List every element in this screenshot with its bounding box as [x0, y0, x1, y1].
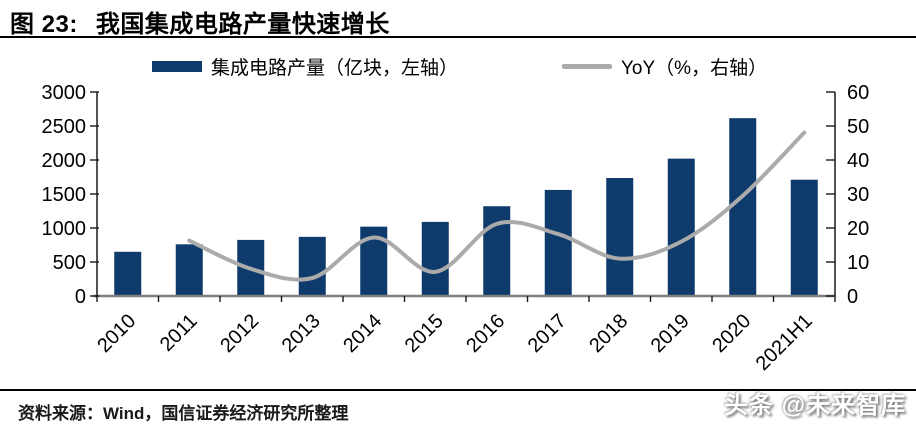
source-note: 资料来源：Wind，国信证券经济研究所整理: [18, 404, 349, 423]
x-axis-label-2019: 2019: [647, 310, 694, 357]
right-axis-label: 50: [847, 116, 869, 138]
figure-title-text: 我国集成电路产量快速增长: [95, 11, 390, 38]
left-axis-label: 1500: [42, 184, 87, 206]
left-axis-label: 0: [75, 286, 86, 308]
legend-production-label: 集成电路产量（亿块，左轴）: [211, 57, 459, 79]
x-axis-label-2011: 2011: [156, 310, 202, 356]
bar-2011: [175, 244, 203, 296]
bar-2020: [729, 118, 757, 297]
x-axis-label-2012: 2012: [216, 310, 263, 357]
watermark-text: 头条 @未来智库: [723, 392, 906, 419]
x-axis-label-2020: 2020: [708, 310, 755, 357]
left-axis-label: 3000: [42, 82, 87, 104]
x-axis-label-2014: 2014: [339, 310, 386, 357]
bar-2013: [298, 236, 326, 296]
x-axis-label-2015: 2015: [401, 310, 448, 357]
title-divider-rule: [0, 36, 916, 38]
footer-divider-rule: [0, 389, 916, 391]
bar-2021H1: [790, 179, 818, 296]
right-axis-label: 40: [847, 150, 869, 172]
left-axis-label: 1000: [42, 218, 87, 240]
legend-yoy-label: YoY（%，右轴）: [621, 57, 768, 79]
bar-2010: [114, 251, 142, 296]
figure-label: 图 23:: [10, 11, 78, 38]
x-axis-label-2013: 2013: [278, 310, 325, 357]
left-axis-label: 500: [53, 252, 86, 274]
yoy-line: [187, 130, 807, 282]
legend-bar-swatch: [152, 60, 202, 72]
right-axis-label: 30: [847, 184, 869, 206]
legend-line-swatch: [562, 63, 612, 69]
x-axis-label-2017: 2017: [524, 310, 571, 357]
right-axis-label: 60: [847, 82, 869, 104]
legend-item-production: 集成电路产量（亿块，左轴）: [152, 54, 459, 79]
bar-2017: [544, 189, 572, 296]
left-axis-label: 2500: [42, 116, 87, 138]
bar-2015: [421, 221, 449, 296]
right-axis-label: 0: [847, 286, 858, 308]
x-axis-label-2021H1: 2021H1: [752, 310, 817, 375]
figure-title: 图 23: 我国集成电路产量快速增长: [10, 4, 390, 39]
x-axis-label-2016: 2016: [462, 310, 509, 357]
legend-item-yoy: YoY（%，右轴）: [562, 54, 768, 79]
x-axis-label-2018: 2018: [585, 310, 632, 357]
bar-2016: [483, 206, 511, 296]
left-axis-label: 2000: [42, 150, 87, 172]
x-axis-label-2010: 2010: [93, 310, 140, 357]
right-axis-label: 10: [847, 252, 869, 274]
right-axis-label: 20: [847, 218, 869, 240]
chart-canvas: 0 500 1000 1500 2000 2500 3000 0 10 20 30 40 50 60 201…: [42, 82, 870, 375]
bar-2018: [606, 178, 634, 296]
bar-2019: [667, 158, 695, 296]
